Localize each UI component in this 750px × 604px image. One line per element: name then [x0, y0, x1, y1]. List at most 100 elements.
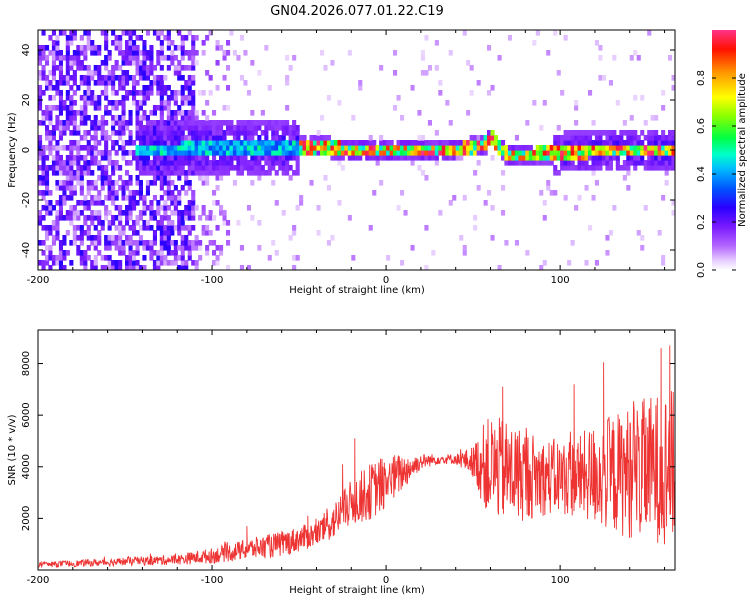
- heatmap-cell: [260, 120, 265, 126]
- heatmap-cell: [62, 125, 67, 131]
- heatmap-cell: [253, 160, 258, 166]
- heatmap-cell: [104, 240, 109, 246]
- heatmap-cell: [260, 140, 265, 146]
- heatmap-cell: [626, 170, 631, 176]
- colorbar-tick-label: 0.4: [696, 166, 707, 182]
- heatmap-cell: [125, 235, 130, 241]
- heatmap-cell: [407, 140, 412, 146]
- heatmap-cell: [107, 225, 112, 231]
- heatmap-cell: [626, 130, 631, 136]
- heatmap-cell: [72, 115, 77, 121]
- heatmap-cell: [330, 140, 335, 146]
- heatmap-cell: [208, 145, 213, 151]
- heatmap-cell: [295, 160, 300, 166]
- heatmap-cell: [292, 125, 297, 131]
- heatmap-cell: [163, 205, 168, 211]
- heatmap-cell: [326, 185, 331, 191]
- heatmap-cell: [152, 160, 157, 166]
- heatmap-cell: [455, 145, 460, 151]
- spectrogram-y-label: Frequency (Hz): [7, 112, 18, 188]
- heatmap-cell: [542, 150, 547, 156]
- heatmap-cell: [615, 145, 620, 151]
- heatmap-cell: [232, 165, 237, 171]
- heatmap-cell: [38, 215, 43, 221]
- heatmap-cell: [476, 140, 481, 146]
- heatmap-cell: [58, 205, 63, 211]
- heatmap-cell: [198, 245, 203, 251]
- heatmap-cell: [633, 160, 638, 166]
- heatmap-cell: [212, 240, 217, 246]
- heatmap-cell: [138, 70, 143, 76]
- heatmap-cell: [323, 135, 328, 141]
- heatmap-cell: [93, 140, 98, 146]
- heatmap-cell: [222, 210, 227, 216]
- heatmap-cell: [142, 220, 147, 226]
- heatmap-cell: [142, 140, 147, 146]
- heatmap-cell: [257, 165, 262, 171]
- heatmap-cell: [90, 145, 95, 151]
- heatmap-cell: [215, 260, 220, 266]
- heatmap-cell: [563, 140, 568, 146]
- heatmap-cell: [215, 185, 220, 191]
- heatmap-cell: [671, 200, 675, 206]
- heatmap-cell: [128, 115, 133, 121]
- heatmap-cell: [299, 195, 304, 201]
- heatmap-cell: [41, 195, 46, 201]
- heatmap-cell: [549, 160, 554, 166]
- heatmap-cell: [79, 105, 84, 111]
- heatmap-cell: [111, 180, 116, 186]
- heatmap-cell: [121, 195, 126, 201]
- heatmap-cell: [501, 150, 506, 156]
- heatmap-cell: [438, 145, 443, 151]
- heatmap-cell: [100, 135, 105, 141]
- heatmap-cell: [400, 150, 405, 156]
- heatmap-cell: [246, 130, 251, 136]
- heatmap-cell: [159, 110, 164, 116]
- heatmap-cell: [191, 65, 196, 71]
- heatmap-cell: [121, 85, 126, 91]
- heatmap-cell: [330, 145, 335, 151]
- heatmap-cell: [111, 165, 116, 171]
- heatmap-cell: [125, 50, 130, 56]
- heatmap-cell: [260, 155, 265, 161]
- heatmap-cell: [594, 155, 599, 161]
- heatmap-cell: [79, 185, 84, 191]
- heatmap-cell: [149, 165, 154, 171]
- heatmap-cell: [528, 155, 533, 161]
- heatmap-cell: [177, 145, 182, 151]
- heatmap-cell: [264, 155, 269, 161]
- heatmap-cell: [97, 175, 102, 181]
- heatmap-cell: [83, 165, 88, 171]
- heatmap-cell: [107, 160, 112, 166]
- heatmap-cell: [236, 155, 241, 161]
- heatmap-cell: [41, 150, 46, 156]
- heatmap-cell: [382, 150, 387, 156]
- heatmap-cell: [361, 150, 366, 156]
- heatmap-cell: [271, 240, 276, 246]
- heatmap-cell: [184, 125, 189, 131]
- heatmap-cell: [93, 50, 98, 56]
- heatmap-cell: [86, 200, 91, 206]
- heatmap-cell: [194, 205, 199, 211]
- heatmap-cell: [643, 135, 648, 141]
- heatmap-cell: [292, 150, 297, 156]
- heatmap-cell: [159, 180, 164, 186]
- heatmap-cell: [114, 105, 119, 111]
- heatmap-cell: [38, 105, 43, 111]
- heatmap-cell: [581, 140, 586, 146]
- heatmap-cell: [79, 240, 84, 246]
- heatmap-cell: [159, 140, 164, 146]
- heatmap-cell: [208, 170, 213, 176]
- heatmap-cell: [191, 225, 196, 231]
- heatmap-cell: [191, 130, 196, 136]
- heatmap-cell: [111, 125, 116, 131]
- heatmap-cell: [118, 130, 123, 136]
- heatmap-cell: [142, 85, 147, 91]
- heatmap-cell: [55, 185, 60, 191]
- heatmap-cell: [83, 100, 88, 106]
- heatmap-cell: [111, 185, 116, 191]
- heatmap-cell: [142, 60, 147, 66]
- heatmap-cell: [125, 220, 130, 226]
- heatmap-cell: [417, 145, 422, 151]
